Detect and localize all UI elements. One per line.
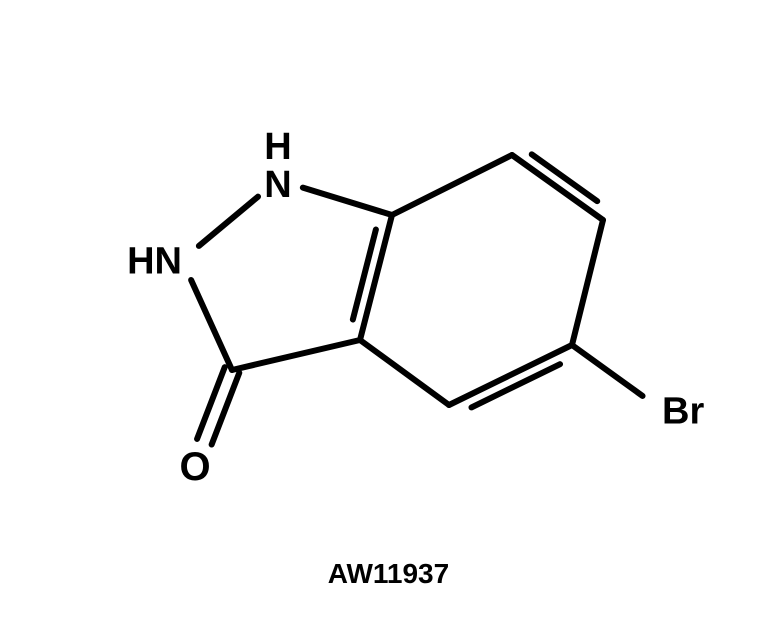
svg-text:HN: HN — [127, 240, 182, 282]
molecule-svg: HN HN O Br — [0, 0, 777, 631]
molecule-canvas: HN HN O Br AW11937 — [0, 0, 777, 631]
svg-text:N: N — [264, 164, 291, 206]
svg-text:O: O — [179, 445, 210, 489]
svg-text:H: H — [264, 126, 291, 168]
svg-text:Br: Br — [662, 390, 704, 432]
molecule-caption: AW11937 — [0, 558, 777, 590]
